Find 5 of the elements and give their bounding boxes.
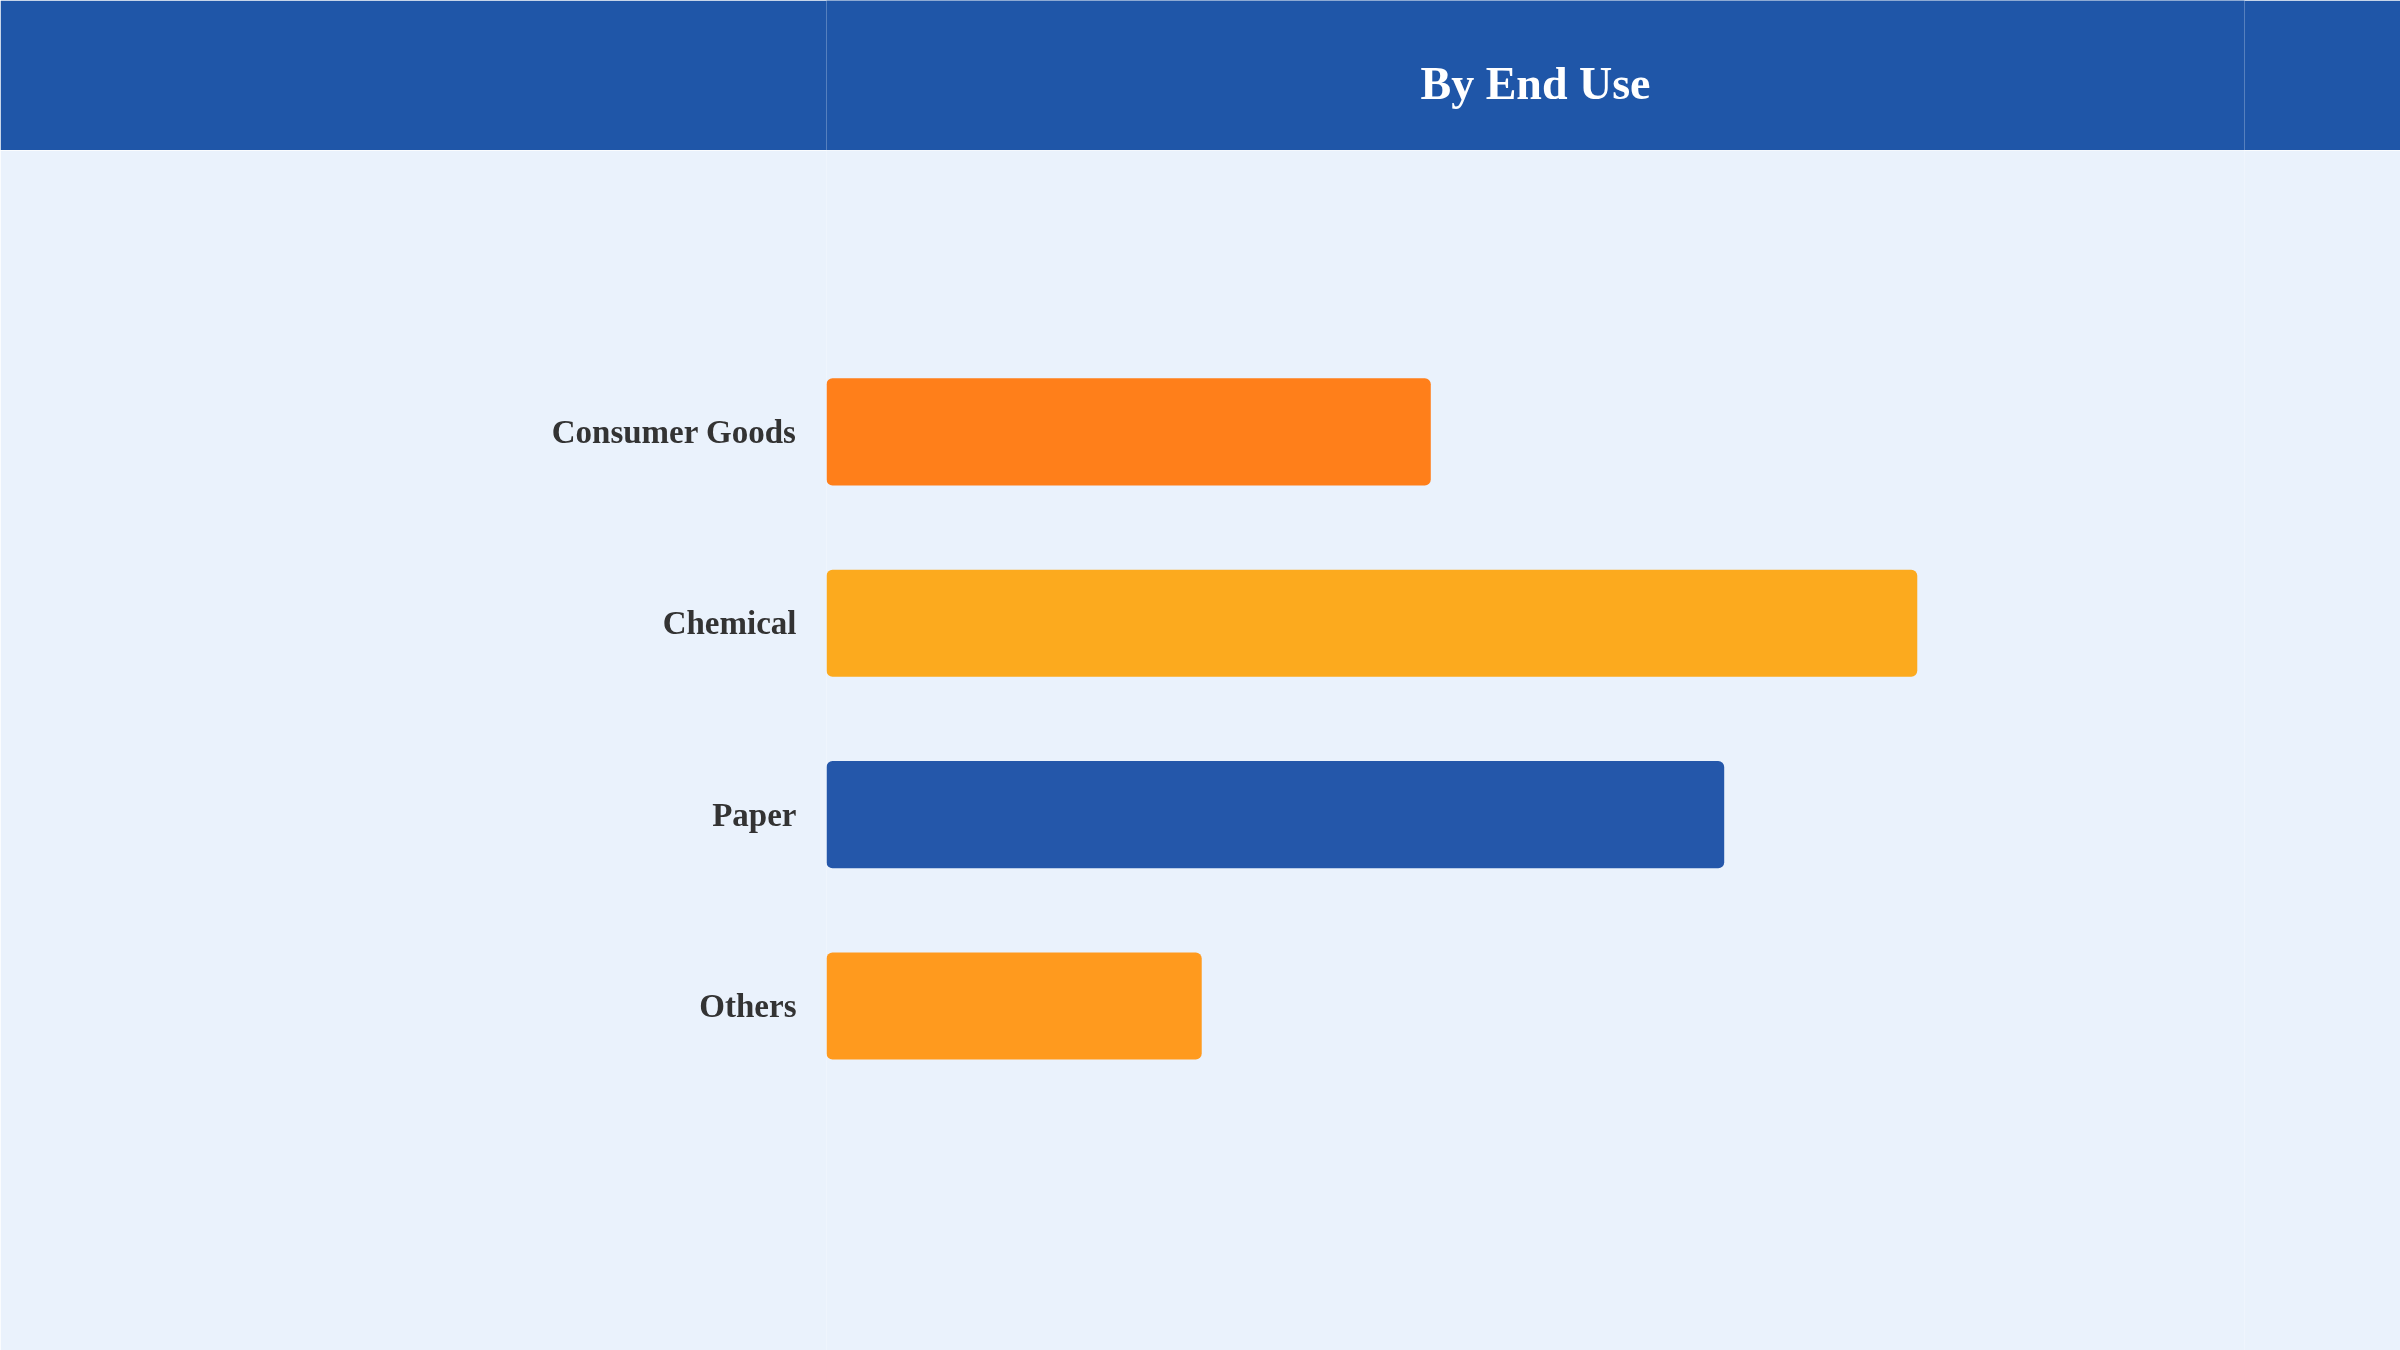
chart-title: By End Use bbox=[1420, 57, 1651, 109]
y-tick-label: Consumer Goods bbox=[551, 413, 797, 450]
y-tick-label: Chemical bbox=[662, 605, 797, 642]
y-tick-label: Others bbox=[699, 988, 797, 1024]
y-tick-label: Paper bbox=[712, 796, 797, 833]
